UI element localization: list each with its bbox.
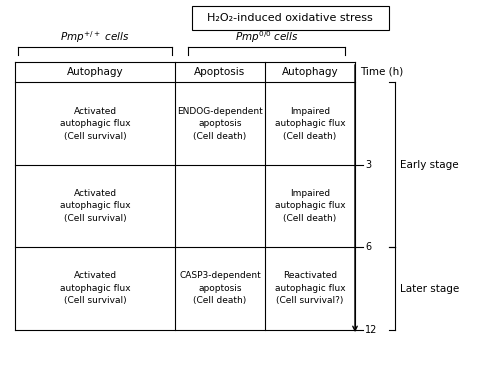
Text: $Pmp^{0/0}$ cells: $Pmp^{0/0}$ cells [234,29,298,45]
Text: Activated
autophagic flux
(Cell survival): Activated autophagic flux (Cell survival… [60,271,130,305]
Text: Activated
autophagic flux
(Cell survival): Activated autophagic flux (Cell survival… [60,107,130,141]
Text: 3: 3 [365,160,371,170]
Text: Autophagy: Autophagy [66,67,124,77]
Text: 12: 12 [365,325,378,335]
Text: Activated
autophagic flux
(Cell survival): Activated autophagic flux (Cell survival… [60,189,130,223]
Text: Apoptosis: Apoptosis [194,67,246,77]
Text: ENDOG-dependent
apoptosis
(Cell death): ENDOG-dependent apoptosis (Cell death) [177,107,263,141]
Text: Impaired
autophagic flux
(Cell death): Impaired autophagic flux (Cell death) [274,107,345,141]
Text: Autophagy: Autophagy [282,67,339,77]
Text: CASP3-dependent
apoptosis
(Cell death): CASP3-dependent apoptosis (Cell death) [179,271,261,305]
Text: Time (h): Time (h) [360,67,403,77]
Text: Early stage: Early stage [400,160,458,169]
Text: Reactivated
autophagic flux
(Cell survival?): Reactivated autophagic flux (Cell surviv… [274,271,345,305]
FancyBboxPatch shape [192,6,388,30]
Text: H₂O₂-induced oxidative stress: H₂O₂-induced oxidative stress [207,13,373,23]
Text: 6: 6 [365,242,371,252]
Text: Later stage: Later stage [400,284,459,293]
Text: $Pmp^{+/+}$ cells: $Pmp^{+/+}$ cells [60,29,130,45]
Text: Impaired
autophagic flux
(Cell death): Impaired autophagic flux (Cell death) [274,189,345,223]
